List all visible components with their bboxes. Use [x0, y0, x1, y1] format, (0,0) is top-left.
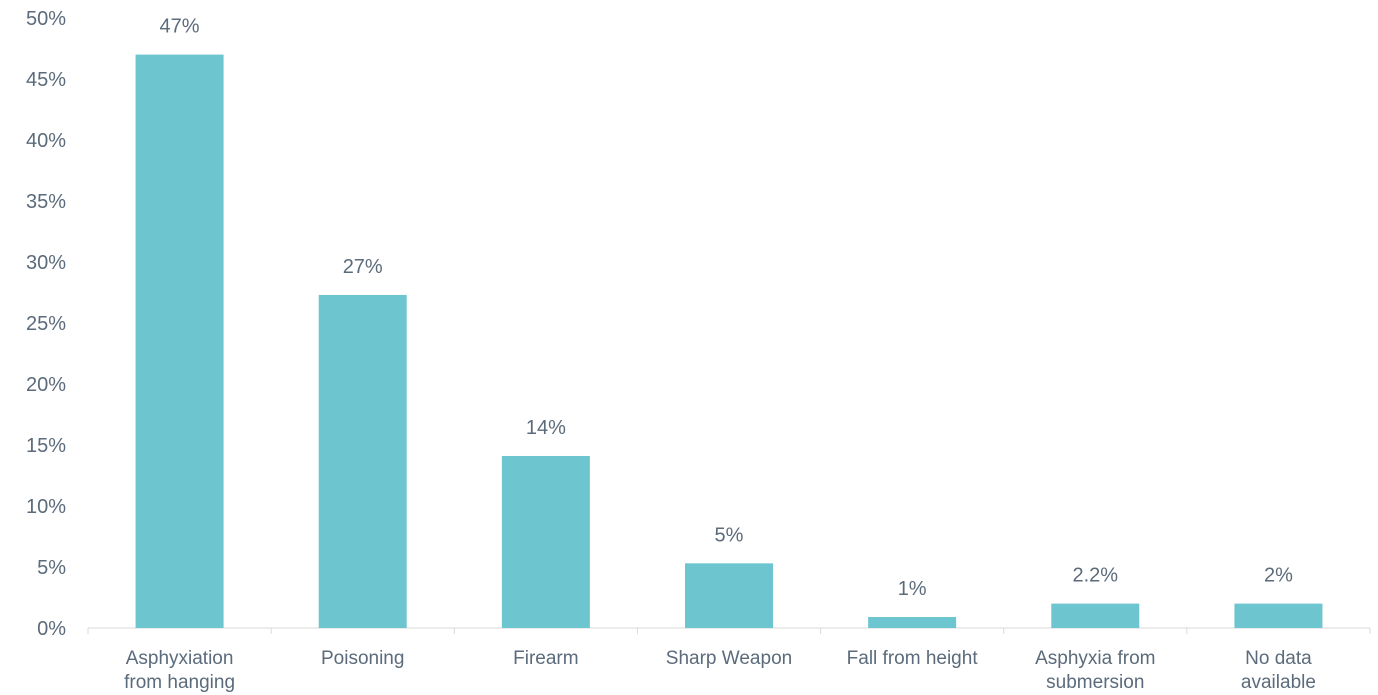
x-tick-label: from hanging	[124, 672, 235, 693]
y-tick-label: 15%	[26, 435, 66, 457]
data-label: 2.2%	[1072, 565, 1118, 587]
y-tick-label: 50%	[26, 8, 66, 30]
y-axis: 0% 5% 10% 15% 20% 25% 30% 35% 40% 45% 50%	[26, 8, 66, 640]
x-tick-label: Fall from height	[847, 648, 979, 669]
bar	[135, 54, 224, 629]
x-tick-label: Poisoning	[321, 648, 404, 669]
data-label: 27%	[343, 256, 383, 278]
data-label: 47%	[160, 16, 200, 38]
data-label: 14%	[526, 417, 566, 439]
y-tick-label: 40%	[26, 130, 66, 152]
x-tick-label: Asphyxiation	[126, 648, 234, 669]
bars: 47% 27% 14% 5% 1% 2.2% 2%	[135, 16, 1323, 629]
x-tick-label: submersion	[1046, 672, 1144, 693]
bar	[685, 563, 773, 628]
y-tick-label: 25%	[26, 313, 66, 335]
y-tick-label: 20%	[26, 374, 66, 396]
y-tick-label: 0%	[37, 618, 66, 640]
x-tick-label: Sharp Weapon	[666, 648, 792, 669]
x-tick-label: Firearm	[513, 648, 578, 669]
bar	[868, 617, 957, 628]
y-tick-label: 5%	[37, 557, 66, 579]
y-tick-label: 10%	[26, 496, 66, 518]
y-tick-label: 35%	[26, 191, 66, 213]
bar	[501, 455, 590, 628]
y-tick-label: 45%	[26, 69, 66, 91]
bar	[1051, 603, 1140, 628]
bar	[1234, 603, 1323, 628]
bar	[318, 294, 407, 628]
data-label: 1%	[898, 578, 927, 600]
data-label: 5%	[715, 524, 744, 546]
y-tick-label: 30%	[26, 252, 66, 274]
x-tick-label: Asphyxia from	[1035, 648, 1155, 669]
x-tick-label: No data	[1245, 648, 1312, 669]
x-tick-label: available	[1241, 672, 1316, 693]
data-label: 2%	[1264, 565, 1293, 587]
x-axis: Asphyxiation from hanging Poisoning Firearm…	[87, 627, 1371, 693]
